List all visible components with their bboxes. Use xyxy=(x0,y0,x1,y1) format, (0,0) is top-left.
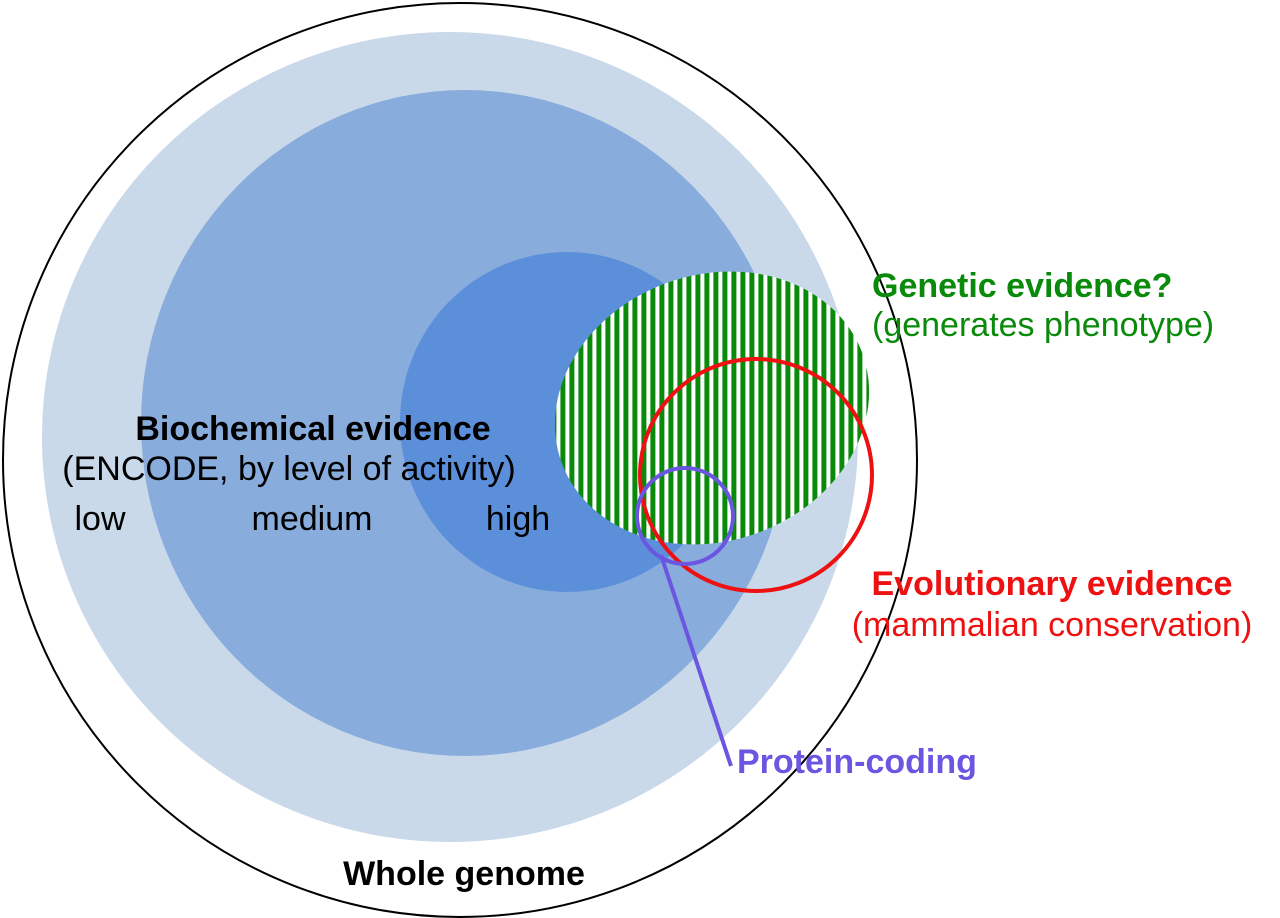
evolutionary-evidence-circle xyxy=(638,357,874,593)
genetic-evidence-subtitle: (generates phenotype) xyxy=(872,306,1214,344)
genetic-evidence-title: Genetic evidence? xyxy=(872,267,1172,305)
whole-genome-label: Whole genome xyxy=(343,855,585,893)
protein-coding-label: Protein-coding xyxy=(737,743,977,781)
evolutionary-evidence-subtitle: (mammalian conservation) xyxy=(852,606,1253,644)
evolutionary-evidence-title: Evolutionary evidence xyxy=(872,565,1233,603)
biochemical-evidence-subtitle: (ENCODE, by level of activity) xyxy=(62,450,515,488)
activity-medium-label: medium xyxy=(252,500,373,538)
genetic-evidence-region xyxy=(554,271,870,545)
biochemical-evidence-title: Biochemical evidence xyxy=(135,410,490,448)
activity-low-label: low xyxy=(74,500,125,538)
activity-high-label: high xyxy=(486,500,550,538)
protein-coding-circle xyxy=(635,466,735,566)
protein-coding-leader-line xyxy=(659,554,733,767)
